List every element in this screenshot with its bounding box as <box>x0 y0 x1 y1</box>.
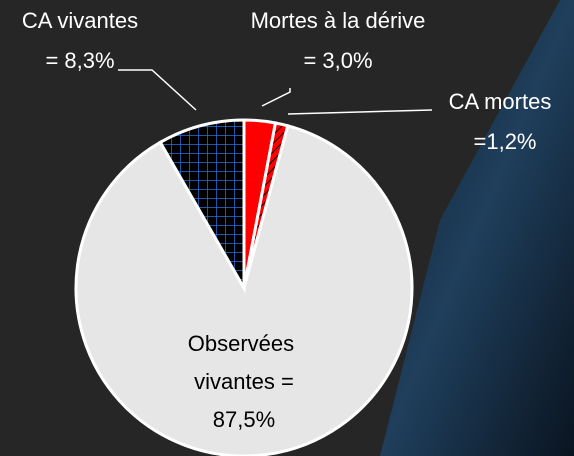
chart: Mortes à la dérive = 3,0% CA mortes =1,2% Ob… <box>0 0 574 456</box>
value-label: = 8,3% <box>45 48 114 73</box>
slice-label: CA mortes <box>449 89 552 114</box>
value-label: 87,5% <box>213 407 275 432</box>
value-label: =1,2% <box>474 129 537 154</box>
pie <box>76 120 412 456</box>
slice-label: CA vivantes <box>22 8 138 33</box>
label-line: vivantes = <box>194 369 294 394</box>
value-label: = 3,0% <box>303 48 372 73</box>
label-line: Observées <box>188 331 301 356</box>
slice-label: Mortes à la dérive <box>251 8 426 33</box>
page: Mortes à la dérive = 3,0% CA mortes =1,2% Ob… <box>0 0 574 456</box>
